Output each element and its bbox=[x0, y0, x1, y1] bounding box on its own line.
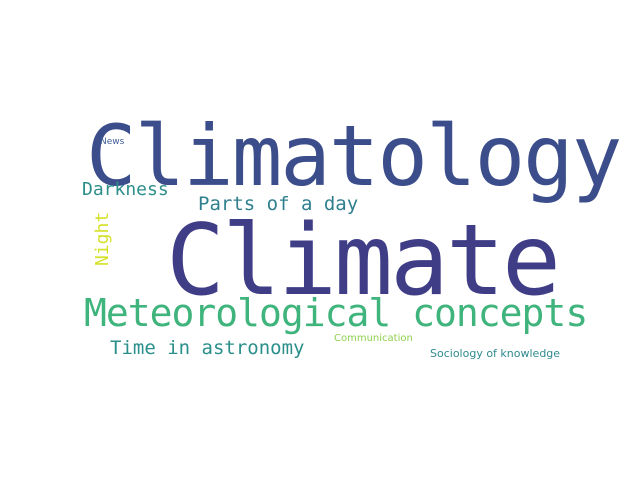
word-night: Night bbox=[92, 211, 113, 266]
word-meteorological-concepts: Meteorological concepts bbox=[84, 291, 588, 335]
word-climate: Climate bbox=[166, 204, 561, 318]
word-sociology-of-knowledge: Sociology of knowledge bbox=[430, 347, 561, 360]
word-parts-of-a-day: Parts of a day bbox=[198, 193, 359, 215]
word-news: News bbox=[100, 137, 125, 147]
word-darkness: Darkness bbox=[82, 179, 169, 200]
word-communication: Communication bbox=[334, 333, 413, 344]
word-climatology: Climatology bbox=[86, 107, 622, 205]
word-time-in-astronomy: Time in astronomy bbox=[110, 337, 305, 359]
